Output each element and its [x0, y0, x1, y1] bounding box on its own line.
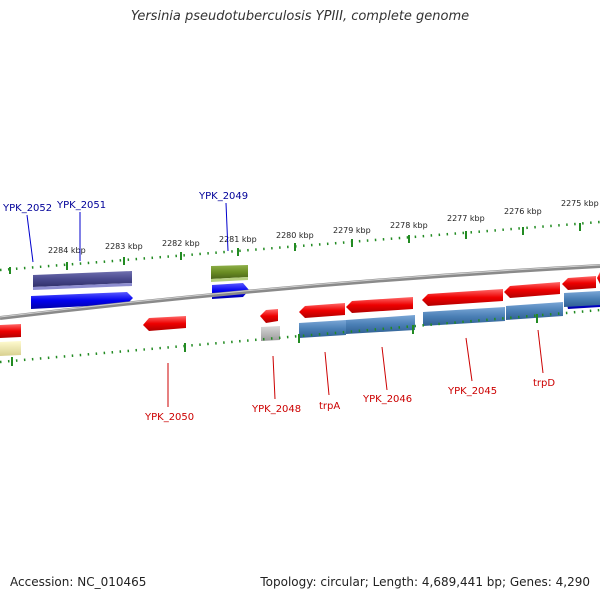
product-feature-ypk-2046 — [346, 315, 415, 334]
outer-tick-ring — [0, 220, 600, 274]
genome-summary: Topology: circular; Length: 4,689,441 bp… — [260, 575, 590, 589]
genome-backbone-highlight — [0, 264, 600, 318]
outer-dotted-track — [0, 220, 600, 272]
gene-label-ypk-2048[interactable]: YPK_2048 — [251, 404, 301, 415]
gene-label-ypk-2045[interactable]: YPK_2045 — [447, 386, 497, 397]
gene-feature-trpd[interactable] — [504, 282, 560, 298]
leader-line-ypk-2045 — [465, 337, 473, 382]
product-feature-trpd — [506, 302, 563, 320]
tick-label: 2275 kbp — [561, 199, 599, 208]
tick-label: 2278 kbp — [390, 221, 428, 230]
product-feature-ypk-2052 — [33, 283, 132, 290]
tick-label: 2281 kbp — [219, 235, 257, 244]
accession-label: Accession: NC_010465 — [10, 575, 147, 589]
gene-label-ypk-2046[interactable]: YPK_2046 — [362, 394, 412, 405]
product-feature-left-edge — [0, 341, 21, 356]
gene-feature-reverse-right-edge[interactable] — [597, 272, 600, 284]
product-feature-ypk-2048 — [261, 326, 280, 341]
leader-line-ypk-2052 — [26, 214, 34, 263]
inner-tick-ring — [0, 308, 600, 366]
gene-feature-ypk-2048[interactable] — [260, 309, 278, 323]
tick-label: 2283 kbp — [105, 242, 143, 251]
gene-label-trpa[interactable]: trpA — [319, 401, 340, 412]
product-feature-ypk-2049 — [211, 277, 248, 282]
leader-line-ypk-2049 — [225, 202, 229, 252]
gene-feature-trpa[interactable] — [299, 303, 345, 318]
gene-feature-ypk-2046[interactable] — [346, 297, 413, 313]
tick-label: 2282 kbp — [162, 239, 200, 248]
leader-line-trpd — [537, 329, 544, 374]
tick-label: 2279 kbp — [333, 226, 371, 235]
gene-feature-reverse-right[interactable] — [562, 276, 596, 290]
gene-feature-ypk-2050[interactable] — [143, 316, 186, 331]
gene-label-ypk-2052[interactable]: YPK_2052 — [2, 203, 52, 214]
reverse-strand-features — [0, 272, 600, 356]
leader-line-ypk-2046 — [381, 346, 388, 391]
leader-line-trpa — [324, 351, 330, 396]
product-feature-trpa — [299, 320, 346, 338]
gene-label-ypk-2051[interactable]: YPK_2051 — [56, 200, 106, 211]
gene-feature-ypk-2052[interactable] — [33, 271, 132, 287]
gene-feature-left-edge[interactable] — [0, 324, 21, 338]
tick-label: 2284 kbp — [48, 246, 86, 255]
gene-feature-ypk-2049-product[interactable] — [211, 265, 248, 279]
tick-label: 2280 kbp — [276, 231, 314, 240]
tick-labels: 2284 kbp 2283 kbp 2282 kbp 2281 kbp 2280… — [48, 199, 599, 255]
genome-backbone — [0, 264, 600, 320]
map-title: Yersinia pseudotuberculosis YPIII, compl… — [130, 9, 470, 24]
leader-line-ypk-2048 — [272, 355, 276, 400]
gene-label-trpd[interactable]: trpD — [533, 378, 555, 389]
tick-label: 2277 kbp — [447, 214, 485, 223]
gene-label-ypk-2050[interactable]: YPK_2050 — [144, 412, 194, 423]
product-feature-ypk-2045 — [423, 307, 505, 326]
gene-feature-ypk-2045[interactable] — [422, 289, 503, 306]
gene-label-ypk-2049[interactable]: YPK_2049 — [198, 191, 248, 202]
product-feature-right-edge — [564, 291, 600, 307]
tick-label: 2276 kbp — [504, 207, 542, 216]
leader-lines — [26, 202, 544, 407]
gene-labels: YPK_2052 YPK_2051 YPK_2049 YPK_2050 YPK_… — [2, 191, 555, 423]
